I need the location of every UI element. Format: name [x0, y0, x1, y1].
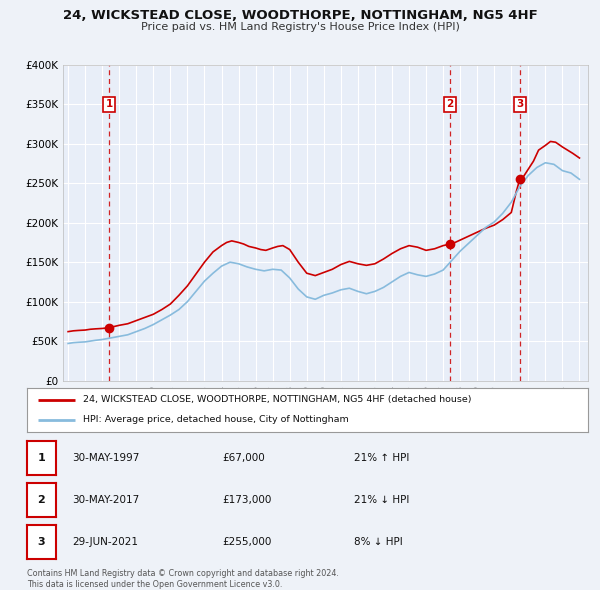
- Text: £255,000: £255,000: [222, 537, 271, 546]
- Text: £67,000: £67,000: [222, 453, 265, 463]
- Text: 1: 1: [38, 453, 45, 463]
- Text: 3: 3: [516, 99, 523, 109]
- Text: Contains HM Land Registry data © Crown copyright and database right 2024.
This d: Contains HM Land Registry data © Crown c…: [27, 569, 339, 589]
- Text: 2: 2: [446, 99, 454, 109]
- Text: 2: 2: [38, 496, 45, 505]
- Text: 21% ↓ HPI: 21% ↓ HPI: [354, 496, 409, 505]
- Text: 30-MAY-2017: 30-MAY-2017: [72, 496, 139, 505]
- Text: HPI: Average price, detached house, City of Nottingham: HPI: Average price, detached house, City…: [83, 415, 349, 424]
- Text: 24, WICKSTEAD CLOSE, WOODTHORPE, NOTTINGHAM, NG5 4HF: 24, WICKSTEAD CLOSE, WOODTHORPE, NOTTING…: [62, 9, 538, 22]
- Text: 1: 1: [106, 99, 113, 109]
- Text: £173,000: £173,000: [222, 496, 271, 505]
- Text: 24, WICKSTEAD CLOSE, WOODTHORPE, NOTTINGHAM, NG5 4HF (detached house): 24, WICKSTEAD CLOSE, WOODTHORPE, NOTTING…: [83, 395, 472, 404]
- Text: 3: 3: [38, 537, 45, 546]
- Text: 8% ↓ HPI: 8% ↓ HPI: [354, 537, 403, 546]
- Text: 21% ↑ HPI: 21% ↑ HPI: [354, 453, 409, 463]
- Text: 30-MAY-1997: 30-MAY-1997: [72, 453, 139, 463]
- Text: Price paid vs. HM Land Registry's House Price Index (HPI): Price paid vs. HM Land Registry's House …: [140, 22, 460, 32]
- Text: 29-JUN-2021: 29-JUN-2021: [72, 537, 138, 546]
